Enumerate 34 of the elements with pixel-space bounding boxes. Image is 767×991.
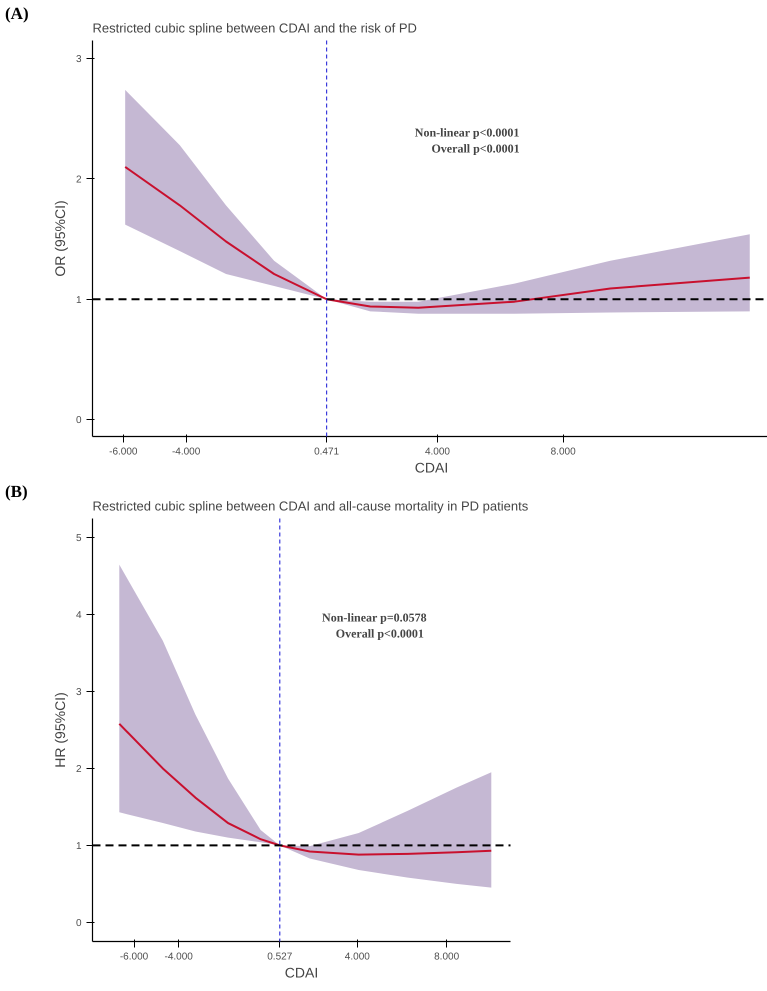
line-series: [124, 166, 751, 309]
annotation: Non-linear p<0.0001: [414, 126, 520, 140]
y-tick-label: 0: [76, 415, 82, 426]
line-series: [118, 722, 492, 856]
y-tick-label: 2: [76, 174, 82, 186]
annotation: Non-linear p=0.0578: [322, 610, 427, 624]
x-tick-label: 0.527: [267, 952, 293, 962]
y-tick-label: 1: [76, 294, 82, 306]
y-tick-label: 3: [76, 54, 82, 66]
y-tick-label: 2: [76, 764, 82, 775]
x-tick-label: 4.000: [344, 952, 370, 962]
y-axis-title: OR (95%CI): [52, 200, 68, 277]
y-axis-title: HR (95%CI): [52, 692, 68, 768]
y-tick-label: 4: [76, 610, 82, 622]
x-tick-label: -4.000: [172, 446, 201, 458]
x-tick-label: 4.000: [424, 446, 450, 458]
chart-title: Restricted cubic spline between CDAI and the risk of PD: [92, 20, 417, 36]
chart-title: Restricted cubic spline between CDAI and all-cause mortality in PD patients: [92, 498, 529, 514]
x-tick-label: 8.000: [434, 952, 460, 962]
y-tick-label: 1: [76, 840, 82, 852]
annotation: Overall p<0.0001: [431, 142, 520, 156]
annotation: Overall p<0.0001: [336, 626, 424, 640]
text: (B): [5, 481, 28, 503]
x-axis-title: CDAI: [284, 964, 318, 980]
x-tick-label: 0.471: [314, 446, 340, 458]
y-tick-label: 5: [76, 533, 82, 544]
y-tick-label: 0: [76, 918, 82, 929]
x-tick-label: -4.000: [164, 952, 194, 962]
text: (A): [5, 3, 29, 25]
y-tick-label: 3: [76, 687, 82, 698]
x-tick-label: -6.000: [120, 952, 149, 962]
x-axis-title: CDAI: [414, 460, 448, 476]
x-tick-label: -6.000: [109, 446, 138, 458]
x-tick-label: 8.000: [550, 446, 576, 458]
